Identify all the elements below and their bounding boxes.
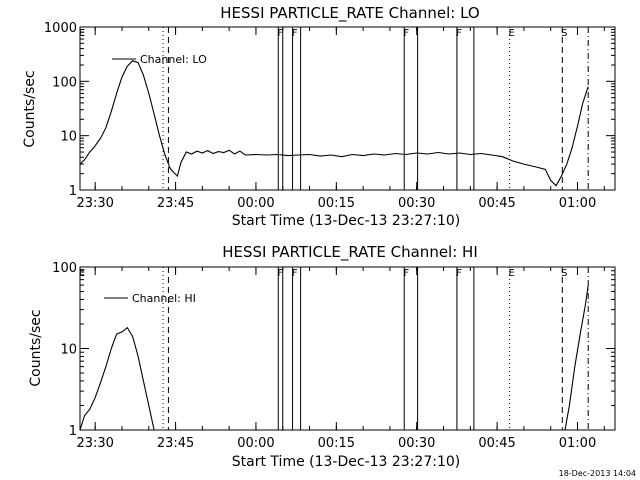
y-axis-ticks-lo: 1 10 100 1000 [44, 21, 615, 199]
event-marker-label: F [403, 28, 409, 39]
legend-hi: Channel: HI [104, 292, 196, 305]
event-marker-label: F [292, 28, 298, 39]
y-axis-label-lo: Counts/sec [22, 70, 38, 147]
event-marker-label: E [508, 28, 514, 39]
event-marker-label: E [79, 28, 85, 39]
x-tick-label: 23:30 [76, 436, 113, 451]
x-tick-label: 01:00 [559, 436, 596, 451]
series-line [564, 285, 589, 431]
series-line [79, 60, 589, 187]
x-tick-label: 00:30 [398, 196, 435, 211]
y-axis-ticks-hi: 1 10 100 [52, 261, 615, 439]
x-tick-label: 00:45 [478, 196, 515, 211]
legend-label-lo: Channel: LO [140, 53, 207, 66]
y-tick-label: 1000 [44, 21, 77, 36]
event-marker-label: S [561, 268, 567, 279]
x-axis-label-hi: Start Time (13-Dec-13 23:27:10) [232, 454, 460, 470]
y-tick-label: 10 [60, 343, 77, 358]
x-axis-ticks-hi: 23:30 23:45 00:00 00:15 00:30 00:45 01:00 [76, 267, 605, 451]
series-lo [79, 60, 589, 187]
event-marker-label: F [403, 268, 409, 279]
y-axis-label-hi: Counts/sec [28, 309, 44, 386]
x-axis-ticks-lo: 23:30 23:45 00:00 00:15 00:30 00:45 01:00 [76, 27, 605, 211]
x-tick-label: 00:00 [237, 196, 274, 211]
chart-title-lo: HESSI PARTICLE_RATE Channel: LO [220, 4, 479, 23]
event-marker-label: S [561, 28, 567, 39]
event-marker-label: F [456, 28, 462, 39]
event-marker-label: E [79, 268, 85, 279]
chart-title-hi: HESSI PARTICLE_RATE Channel: HI [222, 243, 478, 262]
plot-frame-lo [79, 26, 616, 191]
x-tick-label: 00:15 [318, 436, 355, 451]
timestamp-stamp: 18-Dec-2013 14:04 [559, 469, 636, 478]
x-tick-label: 23:45 [157, 436, 194, 451]
legend-lo: Channel: LO [112, 53, 207, 66]
event-marker-label: E [508, 268, 514, 279]
legend-label-hi: Channel: HI [132, 292, 196, 305]
x-tick-label: 23:45 [157, 196, 194, 211]
event-marker-label: F [292, 268, 298, 279]
x-tick-label: 00:00 [237, 436, 274, 451]
series-hi [79, 285, 589, 431]
event-marker-label: F [277, 268, 283, 279]
x-tick-label: 01:00 [559, 196, 596, 211]
x-tick-label: 23:30 [76, 196, 113, 211]
x-tick-label: 00:15 [318, 196, 355, 211]
y-tick-label: 10 [60, 130, 77, 145]
x-axis-label-lo: Start Time (13-Dec-13 23:27:10) [232, 213, 460, 229]
y-tick-label: 1 [69, 424, 77, 439]
y-tick-label: 100 [52, 261, 77, 276]
y-tick-label: 100 [52, 75, 77, 90]
x-tick-label: 00:45 [478, 436, 515, 451]
series-line [79, 326, 155, 431]
y-tick-label: 1 [69, 184, 77, 199]
event-marker-label: F [456, 268, 462, 279]
x-tick-label: 00:30 [398, 436, 435, 451]
event-marker-label: F [277, 28, 283, 39]
